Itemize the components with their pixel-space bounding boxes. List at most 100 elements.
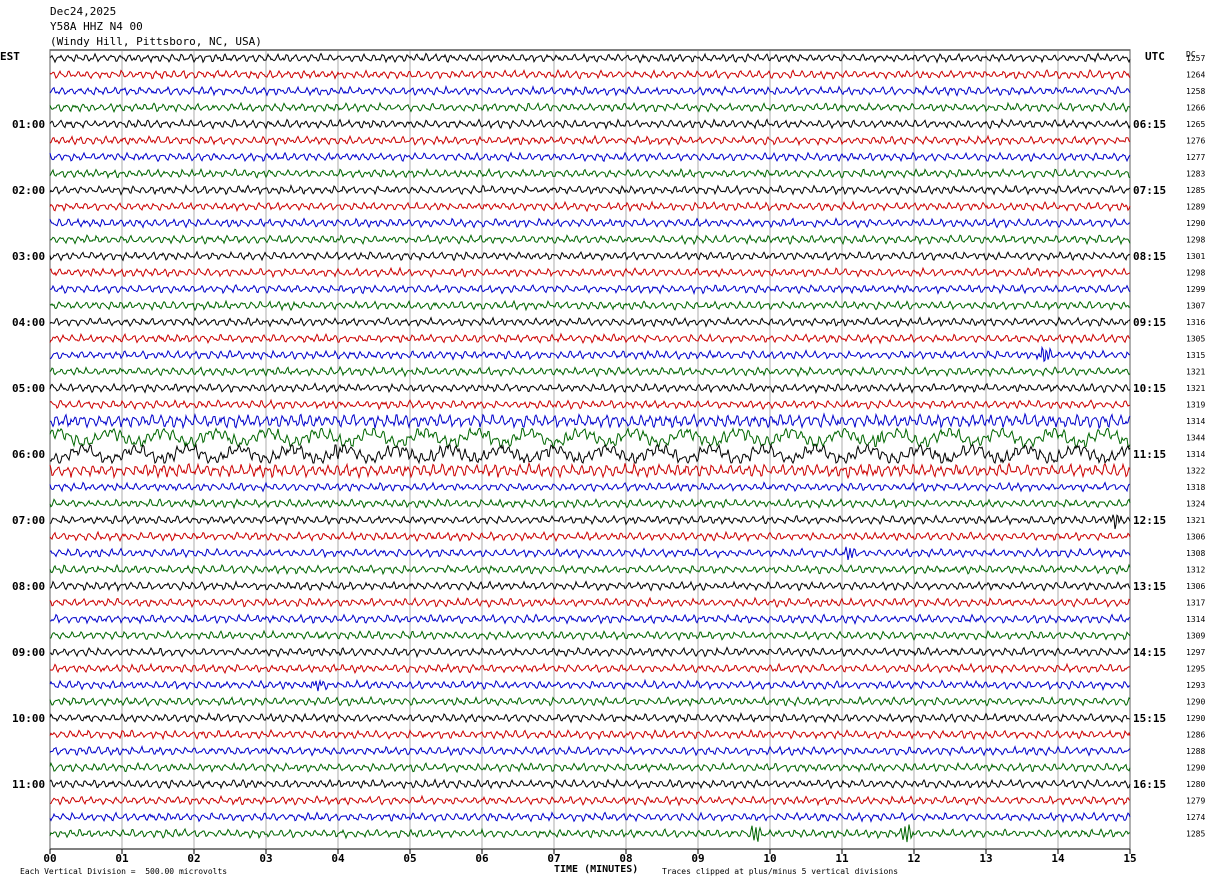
trace-row-1 (49, 52, 1131, 64)
trace-row-3 (49, 84, 1131, 97)
trace-row-11 (49, 217, 1131, 229)
trace-row-5 (49, 118, 1131, 130)
trace-row-21 (49, 382, 1131, 395)
trace-row-38 (49, 662, 1131, 675)
dc-offset-label: 1321 (1186, 368, 1205, 377)
x-tick-label: 13 (979, 852, 992, 865)
dc-offset-label: 1286 (1186, 731, 1205, 740)
left-hour-label: 05:00 (12, 382, 45, 395)
trace-row-8 (49, 167, 1131, 180)
dc-offset-label: 1290 (1186, 219, 1205, 228)
x-tick-label: 04 (331, 852, 345, 865)
scale-note: Each Vertical Division = 500.00 microvol… (20, 867, 228, 876)
trace-row-45 (49, 778, 1131, 790)
dc-offset-label: 1297 (1186, 648, 1205, 657)
right-hour-label: 12:15 (1133, 514, 1166, 527)
right-hour-label: 10:15 (1133, 382, 1166, 395)
left-hour-label: 02:00 (12, 184, 45, 197)
dc-offset-label: 1258 (1186, 87, 1205, 96)
dc-offset-label: 1288 (1186, 747, 1205, 756)
dc-offset-label: 1315 (1186, 351, 1205, 360)
trace-row-44 (49, 761, 1131, 774)
dc-header-label: DC (1186, 50, 1196, 59)
trace-row-4 (49, 101, 1131, 113)
x-axis-title: TIME (MINUTES) (554, 864, 639, 875)
trace-row-35 (49, 613, 1131, 626)
trace-row-20 (49, 365, 1131, 378)
right-hour-label: 13:15 (1133, 580, 1166, 593)
x-tick-label: 09 (691, 852, 704, 865)
trace-row-26 (49, 461, 1131, 480)
left-hour-label: 11:00 (12, 778, 45, 791)
dc-offset-label: 1279 (1186, 797, 1205, 806)
dc-offset-label: 1299 (1186, 285, 1205, 294)
trace-row-31 (49, 546, 1131, 560)
dc-offset-label: 1314 (1186, 417, 1205, 426)
trace-row-7 (49, 151, 1131, 163)
trace-row-46 (49, 794, 1131, 807)
trace-row-33 (49, 580, 1131, 593)
trace-row-42 (49, 728, 1131, 741)
dc-offset-label: 1321 (1186, 384, 1205, 393)
dc-offset-label: 1285 (1186, 186, 1205, 195)
trace-row-27 (49, 481, 1131, 493)
right-hour-label: 09:15 (1133, 316, 1166, 329)
x-tick-label: 12 (907, 852, 920, 865)
trace-row-28 (49, 497, 1131, 510)
right-hour-label: 16:15 (1133, 778, 1166, 791)
trace-row-24 (49, 426, 1131, 449)
dc-offset-label: 1314 (1186, 615, 1205, 624)
right-hour-label: 06:15 (1133, 118, 1166, 131)
trace-row-13 (49, 250, 1131, 262)
dc-offset-label: 1319 (1186, 401, 1205, 410)
dc-offset-label: 1324 (1186, 500, 1205, 509)
axis-labels: 00 01 02 03 04 05 06 07 08 09 10 11 12 13 14 1512571264… (12, 54, 1205, 865)
x-tick-label: 02 (187, 852, 200, 865)
left-hour-label: 10:00 (12, 712, 45, 725)
dc-offset-label: 1290 (1186, 714, 1205, 723)
dc-offset-label: 1301 (1186, 252, 1205, 261)
x-tick-label: 00 (43, 852, 56, 865)
header-station: Y58A HHZ N4 00 (50, 20, 143, 33)
dc-offset-label: 1293 (1186, 681, 1205, 690)
trace-row-22 (49, 398, 1131, 411)
right-hour-label: 07:15 (1133, 184, 1166, 197)
trace-row-39 (49, 678, 1131, 692)
trace-row-32 (49, 563, 1131, 576)
trace-row-14 (49, 266, 1131, 279)
dc-offset-label: 1309 (1186, 632, 1205, 641)
trace-row-43 (49, 745, 1131, 757)
dc-offset-label: 1322 (1186, 467, 1205, 476)
dc-offset-label: 1305 (1186, 335, 1205, 344)
trace-row-9 (49, 183, 1131, 196)
header-location: (Windy Hill, Pittsboro, NC, USA) (50, 35, 262, 48)
x-tick-label: 05 (403, 852, 416, 865)
dc-offset-label: 1289 (1186, 203, 1205, 212)
x-tick-label: 08 (619, 852, 632, 865)
x-tick-label: 14 (1051, 852, 1065, 865)
right-hour-label: 11:15 (1133, 448, 1166, 461)
trace-row-37 (49, 646, 1131, 659)
dc-offset-label: 1274 (1186, 813, 1205, 822)
trace-row-48 (49, 824, 1130, 843)
dc-offset-label: 1306 (1186, 533, 1205, 542)
trace-row-18 (49, 332, 1131, 345)
right-hour-label: 14:15 (1133, 646, 1166, 659)
trace-row-34 (49, 596, 1131, 609)
dc-offset-label: 1277 (1186, 153, 1205, 162)
trace-row-36 (49, 629, 1131, 642)
left-hour-label: 04:00 (12, 316, 45, 329)
trace-row-6 (49, 134, 1131, 147)
dc-offset-label: 1321 (1186, 516, 1205, 525)
trace-row-41 (49, 712, 1131, 724)
left-hour-label: 08:00 (12, 580, 45, 593)
trace-row-15 (49, 283, 1131, 295)
dc-offset-label: 1290 (1186, 698, 1205, 707)
dc-offset-label: 1257 (1186, 54, 1205, 63)
dc-offset-label: 1280 (1186, 780, 1205, 789)
left-hour-label: 06:00 (12, 448, 45, 461)
x-tick-label: 11 (835, 852, 849, 865)
x-tick-label: 10 (763, 852, 776, 865)
trace-row-40 (49, 695, 1131, 708)
